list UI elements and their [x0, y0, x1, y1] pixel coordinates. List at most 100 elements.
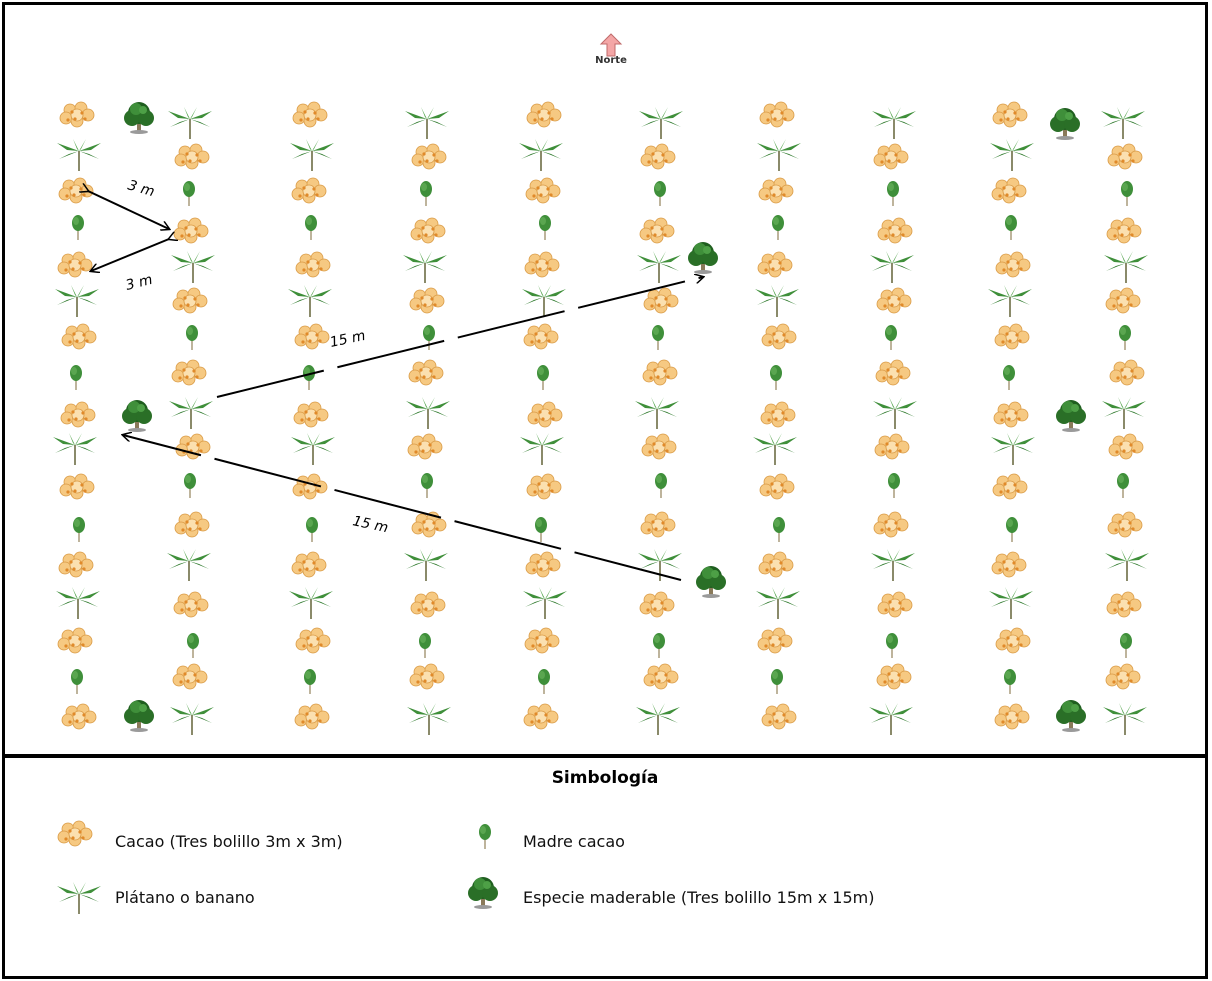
madre-cacao-plant	[183, 472, 197, 499]
madre-cacao-plant	[70, 668, 84, 695]
banana-plant	[635, 702, 681, 736]
timber-tree	[1050, 108, 1080, 140]
banana-plant	[54, 284, 100, 318]
timber-tree	[122, 400, 152, 432]
cacao-plant	[1109, 359, 1145, 386]
madre-cacao-plant	[1002, 364, 1016, 391]
cacao-plant	[875, 359, 911, 386]
timber-tree	[688, 242, 718, 274]
banana-plant	[989, 138, 1035, 172]
cacao-plant	[643, 287, 679, 314]
cacao-plant	[410, 217, 446, 244]
madre-cacao-plant	[772, 516, 786, 543]
distance-arrow-timber-upper	[216, 277, 703, 398]
banana-plant	[170, 250, 216, 284]
cacao-plant	[995, 627, 1031, 654]
madre-cacao-plant	[887, 472, 901, 499]
cacao-plant	[527, 401, 563, 428]
legend: Simbología Cacao (Tres bolillo 3m x 3m) …	[2, 755, 1208, 979]
madre-cacao-plant	[303, 668, 317, 695]
distance-arrow-cacao-top	[88, 191, 169, 229]
cacao-plant	[524, 627, 560, 654]
cacao-plant	[171, 359, 207, 386]
madre-cacao-plant	[771, 214, 785, 241]
madre-cacao-plant	[420, 472, 434, 499]
cacao-plant	[877, 591, 913, 618]
distance-label-cacao-bottom: 3 m	[124, 272, 154, 294]
banana-plant	[56, 138, 102, 172]
cacao-plant	[758, 551, 794, 578]
timber-tree	[696, 566, 726, 598]
banana-plant	[868, 702, 914, 736]
banana-plant	[287, 284, 333, 318]
distance-label-timber-upper: 15 m	[329, 328, 367, 351]
madre-cacao-plant	[1119, 632, 1133, 659]
cacao-plant	[174, 511, 210, 538]
banana-plant	[290, 432, 336, 466]
banana-plant	[522, 586, 568, 620]
cacao-plant	[410, 591, 446, 618]
cacao-plant	[760, 401, 796, 428]
banana-plant	[871, 106, 917, 140]
banana-plant	[52, 432, 98, 466]
madre-cacao-plant	[1116, 472, 1130, 499]
cacao-plant	[526, 101, 562, 128]
madre-cacao-plant	[186, 632, 200, 659]
cacao-plant	[877, 217, 913, 244]
cacao-plant	[874, 433, 910, 460]
cacao-plant	[1107, 143, 1143, 170]
cacao-plant	[876, 287, 912, 314]
cacao-plant	[59, 101, 95, 128]
madre-cacao-plant	[1003, 668, 1017, 695]
madre-cacao-plant	[770, 668, 784, 695]
madre-cacao-plant	[1120, 180, 1134, 207]
cacao-plant	[523, 703, 559, 730]
cacao-plant	[57, 627, 93, 654]
cacao-plant	[60, 401, 96, 428]
cacao-plant	[174, 143, 210, 170]
banana-plant	[1100, 106, 1146, 140]
cacao-plant	[291, 177, 327, 204]
distance-label-cacao-top: 3 m	[126, 177, 156, 200]
cacao-plant	[523, 323, 559, 350]
distance-label-timber-lower: 15 m	[351, 513, 389, 536]
madre-cacao-plant	[654, 472, 668, 499]
cacao-plant	[993, 401, 1029, 428]
distance-markers: 3 m 3 m 15 m 15 m	[88, 177, 703, 581]
cacao-plant	[759, 101, 795, 128]
cacao-plant	[291, 551, 327, 578]
madre-cacao-plant	[71, 214, 85, 241]
cacao-plant	[61, 703, 97, 730]
madre-cacao-plant	[182, 180, 196, 207]
cacao-plant	[525, 177, 561, 204]
banana-plant	[1104, 548, 1150, 582]
banana-plant	[166, 548, 212, 582]
cacao-plant	[992, 473, 1028, 500]
cacao-plant	[409, 663, 445, 690]
cacao-plant	[173, 591, 209, 618]
cacao-plant	[758, 177, 794, 204]
madre-cacao-plant	[885, 632, 899, 659]
legend-label-madre-cacao: Madre cacao	[523, 832, 625, 851]
cacao-plant	[991, 551, 1027, 578]
madre-cacao-plant	[418, 632, 432, 659]
cacao-plant	[994, 703, 1030, 730]
banana-plant	[754, 284, 800, 318]
cacao-plant	[994, 323, 1030, 350]
cacao-plant	[292, 473, 328, 500]
cacao-plant	[294, 323, 330, 350]
north-indicator: Norte	[585, 33, 637, 66]
cacao-plant	[761, 323, 797, 350]
cacao-plant	[992, 101, 1028, 128]
banana-plant	[168, 396, 214, 430]
cacao-plant	[409, 287, 445, 314]
madre-cacao-plant	[304, 214, 318, 241]
banana-plant	[870, 548, 916, 582]
plants	[52, 101, 1150, 736]
madre-cacao-plant	[185, 324, 199, 351]
timber-tree	[124, 700, 154, 732]
legend-label-cacao: Cacao (Tres bolillo 3m x 3m)	[115, 832, 343, 851]
banana-plant	[406, 702, 452, 736]
cacao-plant	[1108, 433, 1144, 460]
banana-plant	[169, 702, 215, 736]
